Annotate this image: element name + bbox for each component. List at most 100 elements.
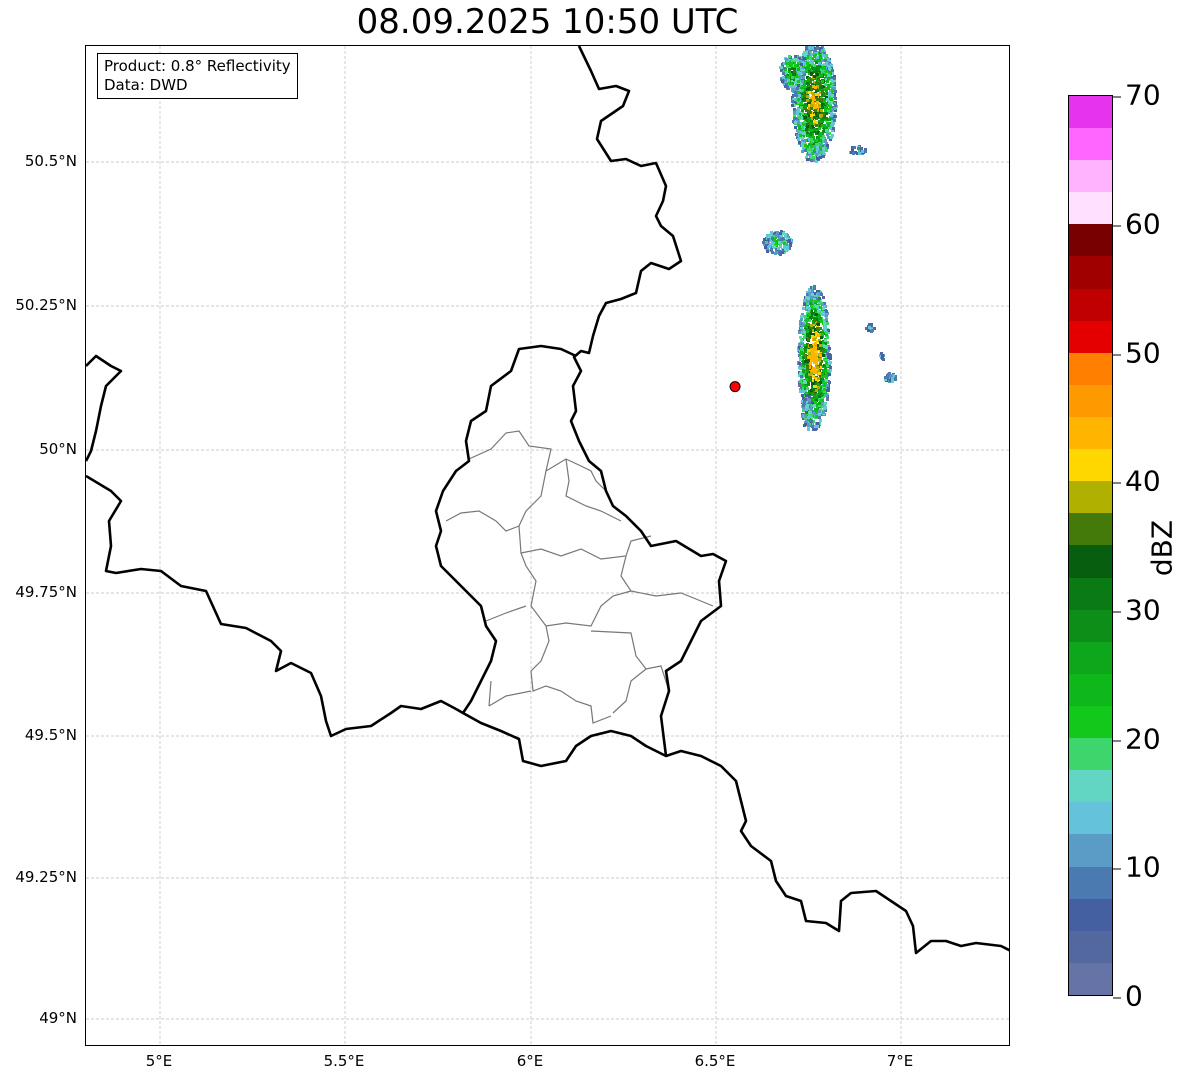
echo-pixel: [808, 399, 811, 402]
echo-pixel: [785, 71, 788, 74]
echo-pixel: [828, 65, 831, 68]
echo-pixel: [894, 375, 897, 378]
echo-pixel: [880, 352, 883, 355]
echo-pixel: [809, 317, 812, 320]
echo-pixel: [828, 126, 831, 129]
echo-pixel: [801, 112, 804, 115]
lon-tick: 6.5°E: [694, 1052, 736, 1070]
echo-pixel: [788, 68, 791, 71]
echo-pixel: [816, 327, 819, 330]
echo-pixel: [816, 340, 819, 343]
colorbar-bin: [1069, 417, 1112, 450]
echo-pixel: [775, 248, 778, 251]
echo-pixel: [857, 147, 860, 150]
echo-pixel: [821, 112, 824, 115]
echo-pixel: [824, 107, 827, 110]
echo-pixel: [797, 61, 800, 64]
colorbar-bin: [1069, 706, 1112, 739]
echo-pixel: [825, 379, 828, 382]
echo-pixel: [810, 414, 813, 417]
echo-pixel: [807, 419, 810, 422]
echo-pixel: [802, 362, 805, 365]
echo-pixel: [816, 346, 819, 349]
colorbar-bin: [1069, 128, 1112, 161]
echo-pixel: [814, 109, 817, 112]
echo-pixel: [811, 83, 814, 86]
echo-pixel: [818, 154, 821, 157]
echo-pixel: [821, 389, 824, 392]
echo-pixel: [814, 49, 817, 52]
echo-pixel: [806, 145, 809, 148]
echo-pixel: [816, 85, 819, 88]
echo-pixel: [799, 390, 802, 393]
echo-pixel: [825, 361, 828, 364]
colorbar-bin: [1069, 609, 1112, 642]
echo-pixel: [808, 91, 811, 94]
echo-pixel: [826, 364, 829, 367]
echo-pixel: [809, 99, 812, 102]
echo-pixel: [802, 374, 805, 377]
echo-pixel: [777, 239, 780, 242]
echo-pixel: [810, 157, 813, 160]
echo-pixel: [824, 140, 827, 143]
echo-pixel: [818, 312, 821, 315]
echo-pixel: [816, 422, 819, 425]
echo-pixel: [803, 336, 806, 339]
echo-pixel: [834, 104, 837, 107]
echo-pixel: [797, 91, 800, 94]
colorbar-bin: [1069, 738, 1112, 771]
echo-pixel: [807, 423, 810, 426]
echo-pixel: [819, 387, 822, 390]
echo-pixel: [815, 415, 818, 418]
echo-pixel: [828, 72, 831, 75]
echo-pixel: [765, 243, 768, 246]
echo-pixel: [821, 49, 824, 52]
echo-pixel: [820, 86, 823, 89]
echo-pixel: [802, 134, 805, 137]
echo-pixel: [818, 104, 821, 107]
echo-pixel: [797, 138, 800, 141]
echo-pixel: [809, 126, 812, 129]
echo-pixel: [887, 373, 890, 376]
echo-pixel: [809, 47, 812, 50]
echo-pixel: [818, 410, 821, 413]
echo-pixel: [801, 68, 804, 71]
colorbar-bin: [1069, 962, 1112, 995]
lat-tick: 49.75°N: [15, 583, 77, 601]
echo-pixel: [823, 98, 826, 101]
echo-pixel: [831, 134, 834, 137]
radar-site-marker[interactable]: [729, 381, 741, 393]
echo-pixel: [809, 302, 812, 305]
echo-pixel: [831, 80, 834, 83]
echo-pixel: [794, 78, 797, 81]
echo-pixel: [823, 127, 826, 130]
echo-pixel: [827, 104, 830, 107]
echo-pixel: [790, 67, 793, 70]
echo-pixel: [807, 297, 810, 300]
echo-pixel: [788, 247, 791, 250]
echo-pixel: [814, 294, 817, 297]
echo-pixel: [818, 120, 821, 123]
echo-pixel: [813, 81, 816, 84]
echo-pixel: [798, 141, 801, 144]
echo-pixel: [806, 368, 809, 371]
echo-pixel: [788, 239, 791, 242]
echo-pixel: [816, 89, 819, 92]
echo-pixel: [830, 64, 833, 67]
echo-pixel: [801, 109, 804, 112]
echo-pixel: [828, 92, 831, 95]
echo-pixel: [794, 85, 797, 88]
canton-borders: [445, 430, 714, 724]
echo-pixel: [801, 139, 804, 142]
echo-pixel: [773, 239, 776, 242]
echo-pixel: [819, 366, 822, 369]
echo-pixel: [826, 372, 829, 375]
echo-pixel: [817, 344, 820, 347]
echo-pixel: [829, 354, 832, 357]
echo-pixel: [771, 242, 774, 245]
radar-map[interactable]: [85, 45, 1010, 1046]
echo-pixel: [811, 57, 814, 60]
echo-pixel: [807, 102, 810, 105]
echo-pixel: [824, 366, 827, 369]
echo-pixel: [822, 150, 825, 153]
